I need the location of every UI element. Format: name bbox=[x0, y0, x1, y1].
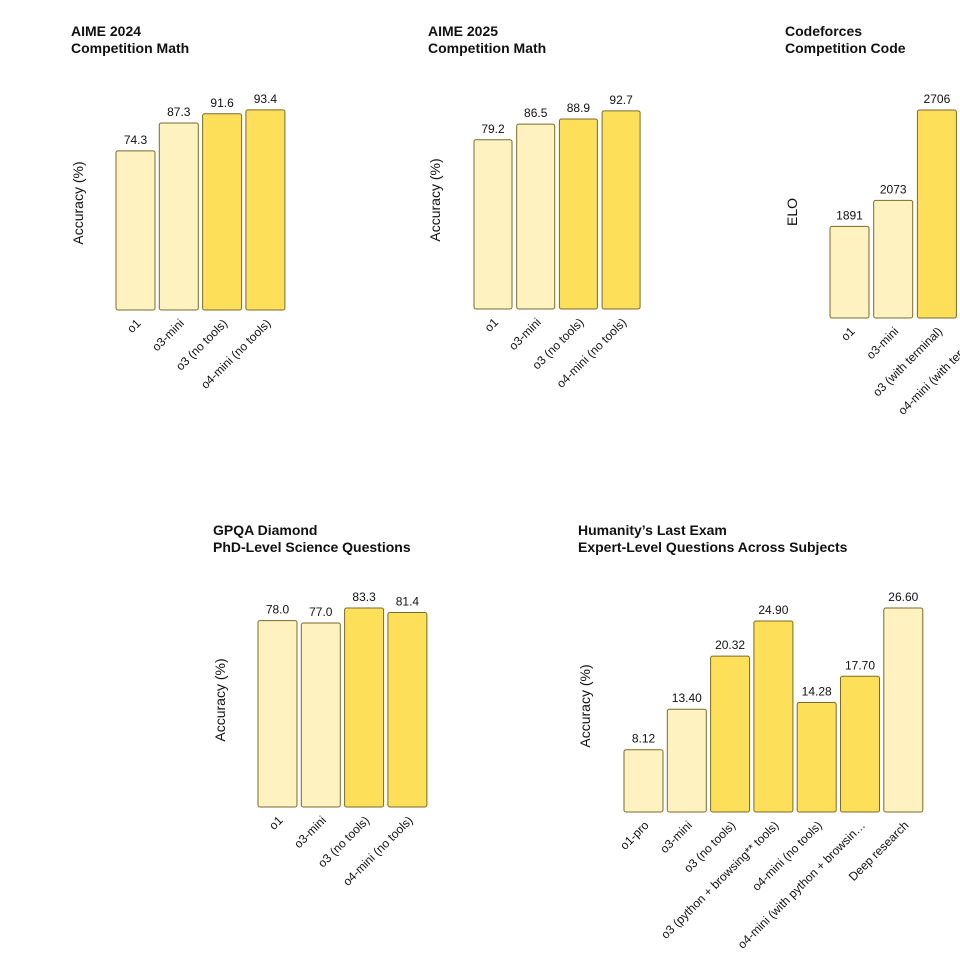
category-tick-label: o1 bbox=[482, 315, 502, 335]
bar bbox=[873, 199, 914, 319]
value-label: 24.90 bbox=[758, 603, 788, 617]
bar bbox=[623, 749, 664, 813]
value-label: 74.3 bbox=[124, 133, 148, 147]
bar bbox=[516, 123, 556, 310]
bar bbox=[245, 109, 286, 311]
value-label: 26.60 bbox=[888, 590, 918, 604]
category-tick-label: o1 bbox=[124, 316, 144, 336]
bar bbox=[916, 109, 957, 319]
value-label: 91.6 bbox=[210, 96, 234, 110]
bar bbox=[710, 655, 751, 813]
value-label: 2706 bbox=[924, 92, 951, 106]
category-tick-label: o1 bbox=[266, 813, 286, 833]
value-label: 92.7 bbox=[609, 93, 633, 107]
value-label: 81.4 bbox=[396, 595, 420, 609]
bar bbox=[840, 675, 880, 813]
value-label: 20.32 bbox=[715, 638, 745, 652]
value-label: 13.40 bbox=[672, 691, 702, 705]
value-label: 17.70 bbox=[845, 658, 875, 672]
chart-title: AIME 2024 bbox=[71, 23, 141, 39]
value-label: 86.5 bbox=[524, 106, 548, 120]
bar bbox=[473, 139, 513, 310]
chart-subtitle: Competition Code bbox=[785, 40, 906, 56]
value-label: 93.4 bbox=[254, 92, 278, 106]
bar bbox=[829, 225, 870, 319]
value-label: 83.3 bbox=[352, 590, 376, 604]
value-label: 1891 bbox=[836, 208, 863, 222]
bar bbox=[558, 118, 598, 310]
category-tick-label: o1 bbox=[838, 324, 858, 344]
value-label: 2073 bbox=[880, 182, 907, 196]
value-label: 87.3 bbox=[167, 105, 191, 119]
chart-title: AIME 2025 bbox=[428, 23, 498, 39]
y-axis-label: Accuracy (%) bbox=[212, 658, 228, 741]
value-label: 77.0 bbox=[309, 605, 333, 619]
category-tick-label: o3-mini bbox=[657, 818, 695, 856]
category-tick-label: o3-mini bbox=[149, 316, 187, 354]
bar bbox=[202, 113, 243, 311]
bar bbox=[666, 708, 707, 813]
chart-subtitle: Expert-Level Questions Across Subjects bbox=[578, 539, 848, 555]
chart-subtitle: Competition Math bbox=[71, 40, 189, 56]
chart-title: Humanity’s Last Exam bbox=[578, 522, 727, 538]
value-label: 8.12 bbox=[632, 732, 656, 746]
value-label: 79.2 bbox=[481, 122, 505, 136]
chart-title: GPQA Diamond bbox=[213, 522, 318, 538]
category-tick-label: o3-mini bbox=[291, 813, 329, 851]
bar bbox=[883, 607, 924, 813]
bar bbox=[601, 110, 641, 310]
bar bbox=[387, 612, 428, 808]
value-label: 88.9 bbox=[567, 101, 591, 115]
bar bbox=[300, 622, 341, 808]
bar bbox=[257, 620, 298, 808]
category-tick-label: o3-mini bbox=[864, 324, 902, 362]
value-label: 78.0 bbox=[266, 603, 290, 617]
bar bbox=[796, 701, 837, 813]
chart-subtitle: Competition Math bbox=[428, 40, 546, 56]
y-axis-label: Accuracy (%) bbox=[70, 161, 86, 244]
bar bbox=[753, 620, 794, 813]
bar bbox=[158, 122, 199, 311]
category-tick-label: o3-mini bbox=[506, 315, 544, 353]
chart-title: Codeforces bbox=[785, 23, 862, 39]
category-tick-label: o1-pro bbox=[617, 818, 652, 853]
bar bbox=[115, 150, 156, 311]
bar bbox=[344, 607, 385, 808]
y-axis-label: Accuracy (%) bbox=[427, 158, 443, 241]
y-axis-label: ELO bbox=[784, 198, 800, 226]
y-axis-label: Accuracy (%) bbox=[577, 664, 593, 747]
value-label: 14.28 bbox=[802, 684, 832, 698]
chart-subtitle: PhD-Level Science Questions bbox=[213, 539, 411, 555]
